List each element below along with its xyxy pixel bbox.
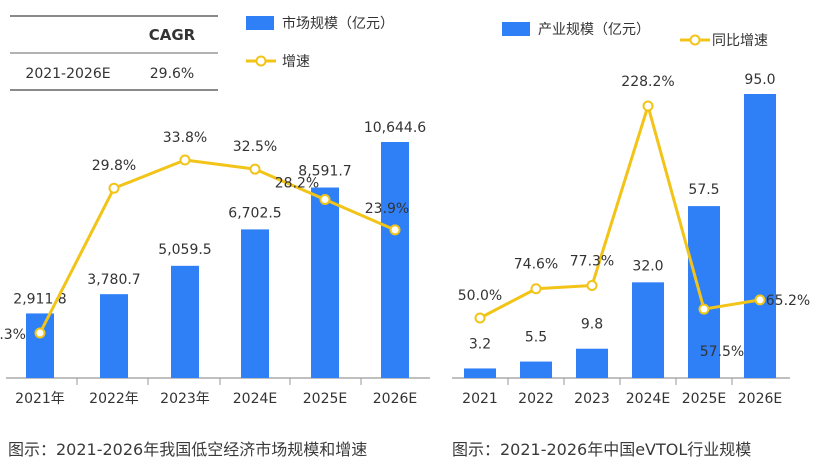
market-legend-line-marker: [255, 55, 267, 67]
market-growth-label: 33.8%: [163, 130, 207, 146]
market-legend-bar-label: 市场规模（亿元）: [282, 15, 394, 32]
market-growth-point: [319, 194, 331, 206]
evtol-growth-point: [698, 303, 710, 315]
market-x-tick-label: 2025E: [303, 391, 347, 407]
market-bar: [171, 265, 199, 378]
cagr-table-value: 29.6%: [150, 66, 194, 82]
market-bar-label: 3,780.7: [87, 272, 140, 288]
evtol-legend-line-label: 同比增速: [712, 33, 768, 49]
evtol-bar: [576, 348, 608, 378]
market-bar: [241, 229, 269, 378]
market-bar: [381, 142, 409, 378]
market-growth-label: 23.9%: [365, 201, 409, 217]
cagr-table-header: CAGR: [149, 26, 196, 44]
evtol-legend-bar-label: 产业规模（亿元）: [538, 22, 650, 38]
market-bar-label: 5,059.5: [158, 242, 211, 258]
evtol-bar: [520, 361, 552, 378]
cagr-table-period: 2021-2026E: [25, 66, 110, 82]
market-legend-bar-swatch: [246, 16, 274, 30]
evtol-x-tick-label: 2023: [574, 391, 610, 407]
evtol-growth-label: 74.6%: [514, 257, 558, 273]
caption-left: 图示：2021-2026年我国低空经济市场规模和增速: [8, 440, 368, 459]
market-growth-point: [108, 182, 120, 194]
market-x-tick-label: 2022年: [89, 391, 139, 407]
market-x-tick-label: 2024E: [233, 391, 277, 407]
market-legend-line-label: 增速: [282, 54, 310, 70]
market-x-tick-label: 2026E: [373, 391, 417, 407]
market-bar: [26, 313, 54, 378]
evtol-growth-label: 228.2%: [621, 74, 674, 90]
evtol-bar-label: 57.5: [688, 182, 719, 198]
evtol-x-tick-label: 2022: [518, 391, 554, 407]
market-bar-label: 8,591.7: [298, 164, 351, 180]
caption-right: 图示：2021-2026年中国eVTOL行业规模: [452, 440, 752, 459]
evtol-growth-line: [479, 104, 761, 320]
evtol-bar-label: 5.5: [525, 330, 547, 346]
market-bar-label: 10,644.6: [364, 120, 426, 136]
market-x-tick-label: 2023年: [160, 391, 210, 407]
evtol-growth-point: [754, 294, 766, 306]
evtol-x-tick-label: 2024E: [626, 391, 670, 407]
market-bar-label: 2,911.8: [13, 291, 66, 307]
evtol-bar-label: 3.2: [469, 336, 491, 352]
evtol-bar: [688, 206, 720, 378]
evtol-bar-label: 95.0: [744, 72, 775, 88]
evtol-bar: [744, 94, 776, 378]
market-growth-point: [249, 163, 261, 175]
market-growth-label: 29.8%: [92, 158, 136, 174]
market-growth-point: [34, 327, 46, 339]
evtol-legend-bar-swatch: [502, 22, 530, 36]
market-growth-point: [389, 224, 401, 236]
market-growth-label: 32.5%: [233, 139, 277, 155]
market-x-tick-label: 2021年: [15, 391, 65, 407]
evtol-growth-point: [530, 283, 542, 295]
evtol-bar: [464, 368, 496, 378]
evtol-x-tick-label: 2021: [462, 391, 498, 407]
market-growth-label: 28.2%: [275, 176, 319, 192]
evtol-growth-label: 65.2%: [766, 293, 810, 309]
evtol-bar-label: 9.8: [581, 317, 603, 333]
evtol-legend-line-marker: [689, 34, 701, 46]
market-bar: [311, 187, 339, 378]
evtol-growth-point: [642, 100, 654, 112]
evtol-growth-label: 50.0%: [458, 288, 502, 304]
evtol-growth-point: [586, 280, 598, 292]
market-growth-label: 9.3%: [0, 327, 26, 343]
market-bar-label: 6,702.5: [228, 205, 281, 221]
market-growth-line: [38, 158, 396, 334]
evtol-growth-point: [474, 312, 486, 324]
evtol-bar: [632, 282, 664, 378]
market-bar: [100, 294, 128, 378]
evtol-growth-label: 77.3%: [570, 254, 614, 270]
market-growth-point: [179, 154, 191, 166]
evtol-x-tick-label: 2025E: [682, 391, 726, 407]
evtol-growth-label: 57.5%: [700, 344, 744, 360]
evtol-x-tick-label: 2026E: [738, 391, 782, 407]
evtol-bar-label: 32.0: [632, 258, 663, 274]
